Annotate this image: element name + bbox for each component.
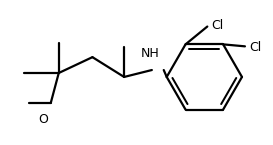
Text: NH: NH bbox=[141, 47, 159, 60]
Text: Cl: Cl bbox=[211, 19, 224, 32]
Text: O: O bbox=[38, 113, 48, 126]
Text: Cl: Cl bbox=[249, 41, 261, 54]
